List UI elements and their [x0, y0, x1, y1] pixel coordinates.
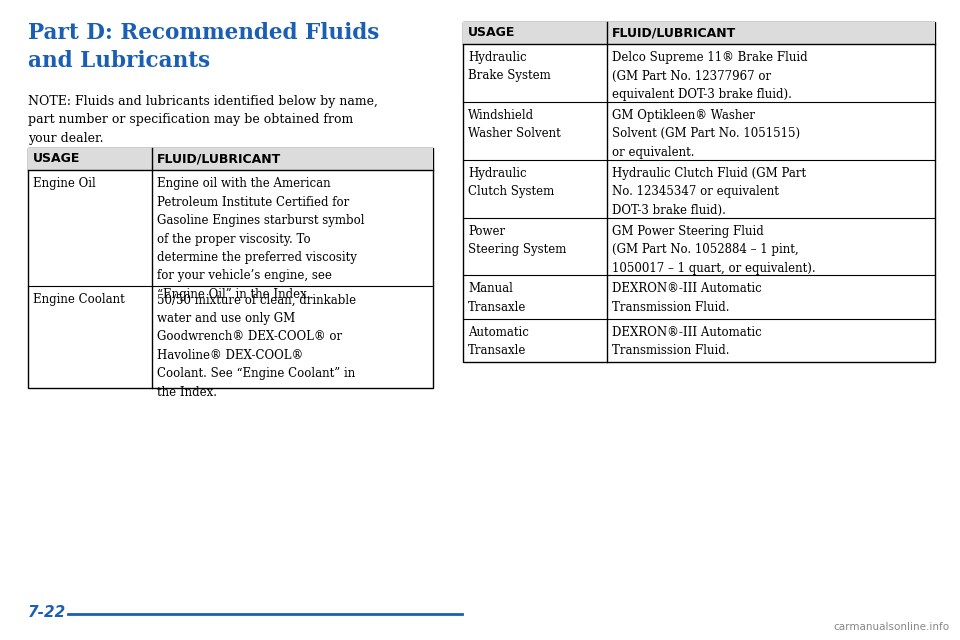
- Text: NOTE: Fluids and lubricants identified below by name,
part number or specificati: NOTE: Fluids and lubricants identified b…: [28, 95, 378, 145]
- Text: FLUID/LUBRICANT: FLUID/LUBRICANT: [156, 152, 280, 166]
- Text: DEXRON®-III Automatic
Transmission Fluid.: DEXRON®-III Automatic Transmission Fluid…: [612, 282, 761, 314]
- Text: Power
Steering System: Power Steering System: [468, 225, 566, 256]
- Text: Engine oil with the American
Petroleum Institute Certified for
Gasoline Engines : Engine oil with the American Petroleum I…: [156, 177, 364, 301]
- Text: Hydraulic
Clutch System: Hydraulic Clutch System: [468, 166, 554, 198]
- Text: Hydraulic Clutch Fluid (GM Part
No. 12345347 or equivalent
DOT-3 brake fluid).: Hydraulic Clutch Fluid (GM Part No. 1234…: [612, 166, 806, 217]
- Text: Engine Coolant: Engine Coolant: [33, 293, 125, 307]
- Bar: [463, 22, 935, 44]
- Text: USAGE: USAGE: [33, 152, 81, 166]
- Bar: [28, 148, 433, 388]
- Text: Automatic
Transaxle: Automatic Transaxle: [468, 326, 529, 357]
- Text: 7-22: 7-22: [28, 605, 66, 620]
- Bar: [28, 148, 433, 170]
- Text: USAGE: USAGE: [468, 26, 516, 40]
- Text: Hydraulic
Brake System: Hydraulic Brake System: [468, 51, 551, 83]
- Text: Engine Oil: Engine Oil: [33, 177, 96, 190]
- Text: DEXRON®-III Automatic
Transmission Fluid.: DEXRON®-III Automatic Transmission Fluid…: [612, 326, 761, 357]
- Bar: [463, 22, 935, 362]
- Text: FLUID/LUBRICANT: FLUID/LUBRICANT: [612, 26, 736, 40]
- Text: GM Power Steering Fluid
(GM Part No. 1052884 – 1 pint,
1050017 – 1 quart, or equ: GM Power Steering Fluid (GM Part No. 105…: [612, 225, 816, 275]
- Text: Part D: Recommended Fluids
and Lubricants: Part D: Recommended Fluids and Lubricant…: [28, 22, 379, 72]
- Text: GM Optikleen® Washer
Solvent (GM Part No. 1051515)
or equivalent.: GM Optikleen® Washer Solvent (GM Part No…: [612, 109, 800, 159]
- Text: Manual
Transaxle: Manual Transaxle: [468, 282, 526, 314]
- Text: carmanualsonline.info: carmanualsonline.info: [834, 622, 950, 632]
- Text: Windshield
Washer Solvent: Windshield Washer Solvent: [468, 109, 561, 140]
- Text: 50/50 mixture of clean, drinkable
water and use only GM
Goodwrench® DEX-COOL® or: 50/50 mixture of clean, drinkable water …: [156, 293, 355, 399]
- Text: Delco Supreme 11® Brake Fluid
(GM Part No. 12377967 or
equivalent DOT-3 brake fl: Delco Supreme 11® Brake Fluid (GM Part N…: [612, 51, 807, 101]
